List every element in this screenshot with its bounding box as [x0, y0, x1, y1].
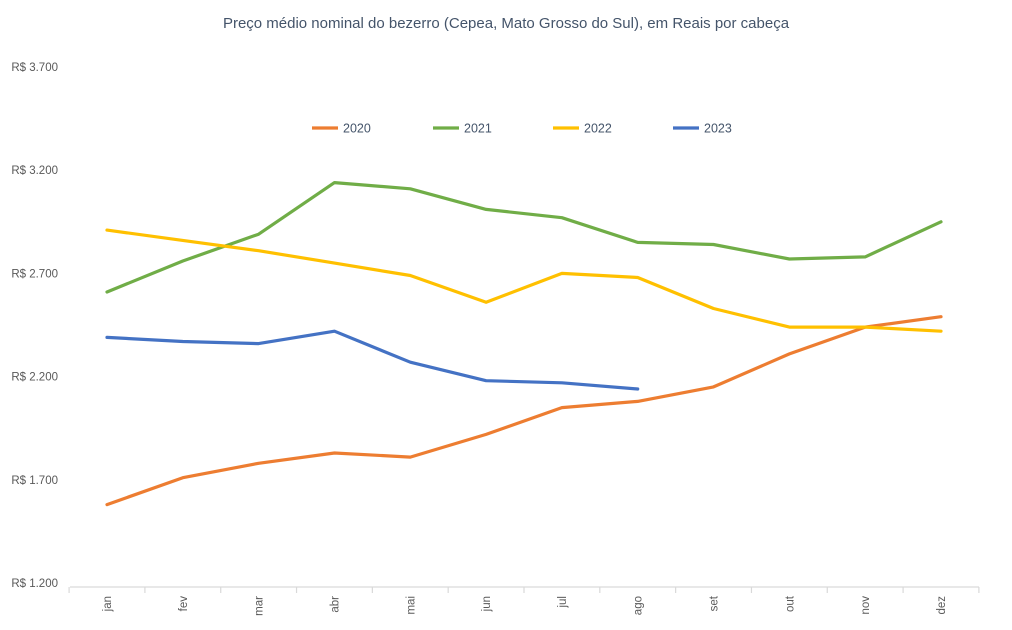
series-line-2020 [105, 315, 943, 507]
x-axis-month-label: out [784, 595, 796, 612]
legend-label-2022: 2022 [584, 122, 612, 136]
chart-title: Preço médio nominal do bezerro (Cepea, M… [223, 15, 790, 32]
series-line-2022 [105, 228, 943, 333]
series-lines [105, 181, 943, 507]
x-axis-month-label: ago [633, 596, 645, 615]
x-axis-month-label: mar [254, 596, 266, 616]
y-axis-tick-label: R$ 1.200 [11, 578, 58, 590]
x-axis-month-label: jul [557, 596, 569, 609]
legend-label-2023: 2023 [704, 122, 732, 136]
legend: 2020 2021 2022 2023 [312, 122, 732, 136]
y-axis: R$ 3.700 R$ 3.200 R$ 2.700 R$ 2.200 R$ 1.700… [11, 62, 58, 590]
y-axis-tick-label: R$ 3.200 [11, 165, 58, 177]
x-axis-month-label: dez [936, 596, 948, 615]
x-axis-month-label: jun [481, 596, 493, 612]
legend-label-2020: 2020 [343, 122, 371, 136]
series-line-2023 [105, 329, 640, 391]
x-axis-month-label: set [709, 595, 721, 611]
y-axis-tick-label: R$ 2.200 [11, 372, 58, 384]
y-axis-tick-label: R$ 1.700 [11, 475, 58, 487]
x-axis-month-label: nov [860, 596, 872, 615]
x-axis-month-label: mai [405, 596, 417, 615]
x-axis: jan fev mar abr mai jun jul ago set out nov dez [68, 586, 980, 616]
y-axis-tick-label: R$ 2.700 [11, 268, 58, 280]
x-axis-month-label: abr [329, 596, 341, 613]
x-axis-month-label: fev [178, 596, 190, 612]
series-line-2021 [105, 181, 943, 294]
legend-label-2021: 2021 [464, 122, 492, 136]
y-axis-tick-label: R$ 3.700 [11, 62, 58, 74]
x-axis-month-label: jan [102, 596, 114, 612]
